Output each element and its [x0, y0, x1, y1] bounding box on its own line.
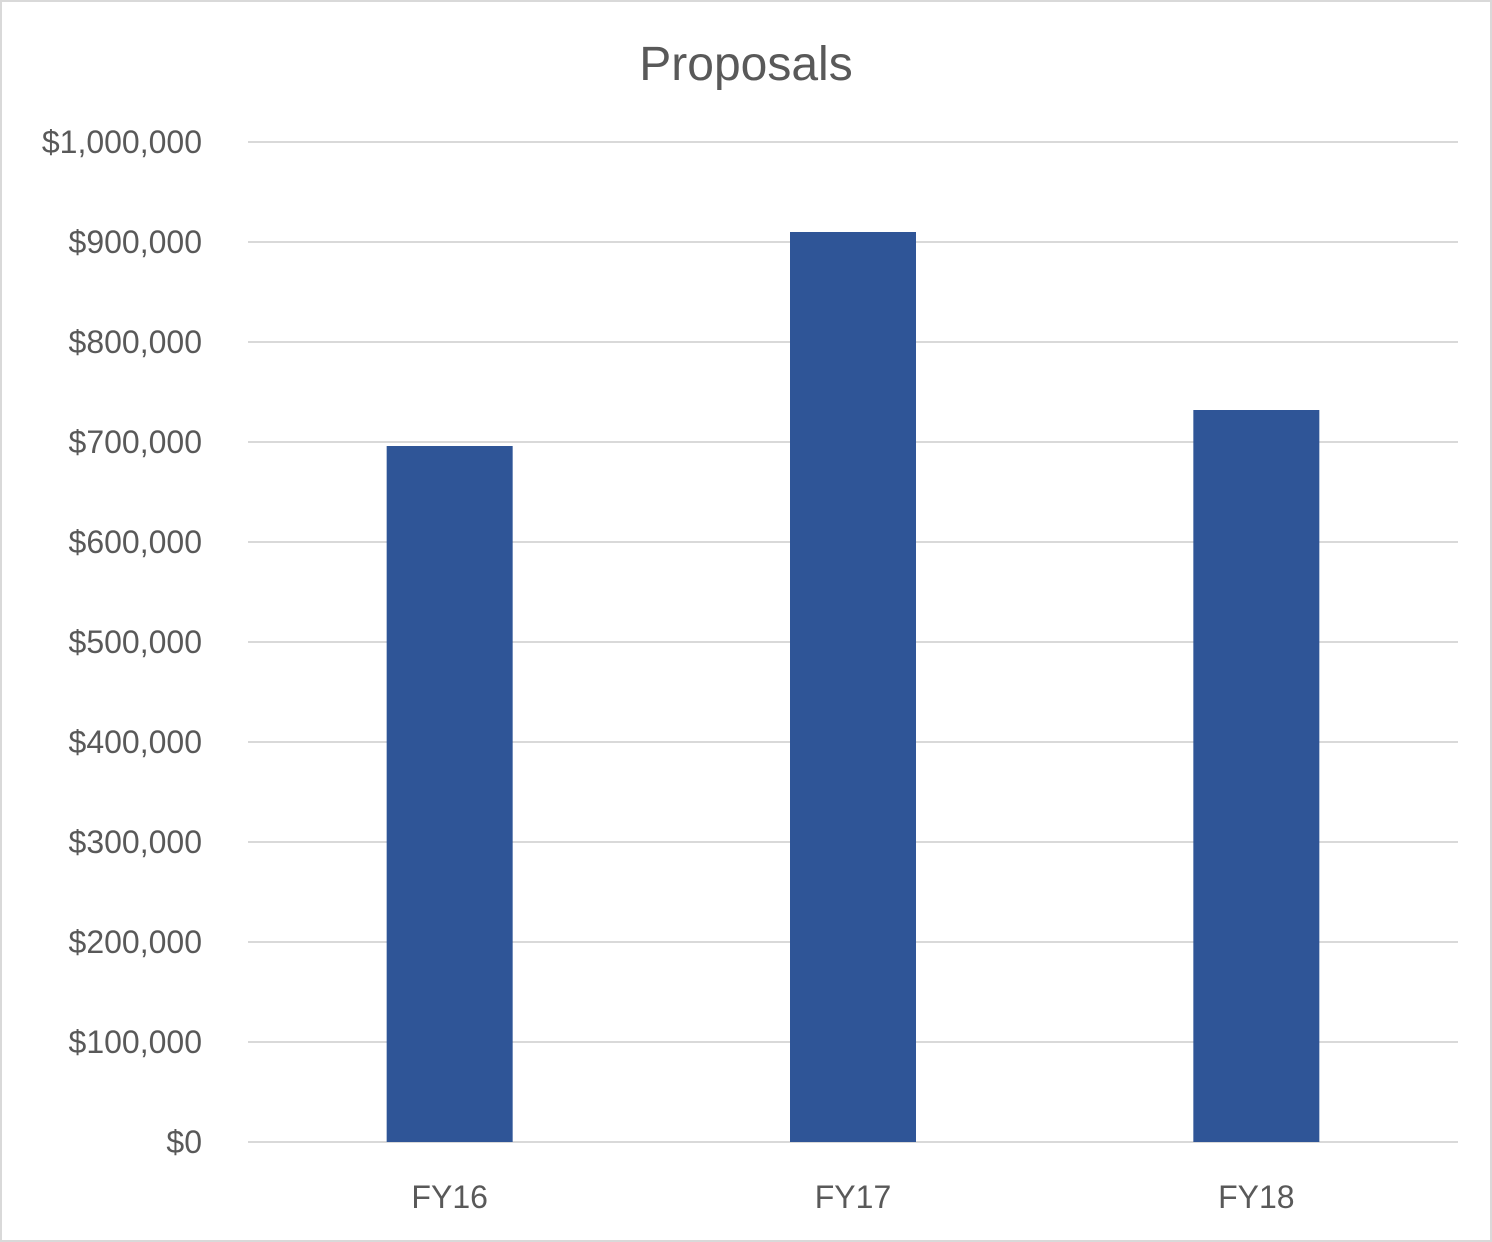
x-tick-label: FY18	[1218, 1179, 1294, 1215]
y-tick-label: $800,000	[69, 324, 202, 360]
bars	[386, 232, 1320, 1142]
x-tick-label: FY17	[815, 1179, 891, 1215]
x-axis-ticks: FY16 FY17 FY18	[411, 1179, 1294, 1215]
y-axis-ticks: $0 $100,000 $200,000 $300,000 $400,000 $500,0…	[42, 124, 202, 1160]
y-tick-label: $400,000	[69, 724, 202, 760]
y-tick-label: $600,000	[69, 524, 202, 560]
x-tick-label: FY16	[411, 1179, 487, 1215]
y-tick-label: $0	[166, 1124, 202, 1160]
y-tick-label: $100,000	[69, 1024, 202, 1060]
chart-title: Proposals	[639, 38, 852, 91]
bar-fy18	[1193, 410, 1320, 1142]
y-tick-label: $1,000,000	[42, 124, 202, 160]
bar-fy16	[386, 446, 513, 1142]
y-tick-label: $200,000	[69, 924, 202, 960]
y-tick-label: $700,000	[69, 424, 202, 460]
y-tick-label: $300,000	[69, 824, 202, 860]
y-tick-label: $900,000	[69, 224, 202, 260]
y-tick-label: $500,000	[69, 624, 202, 660]
bar-fy17	[790, 232, 916, 1142]
